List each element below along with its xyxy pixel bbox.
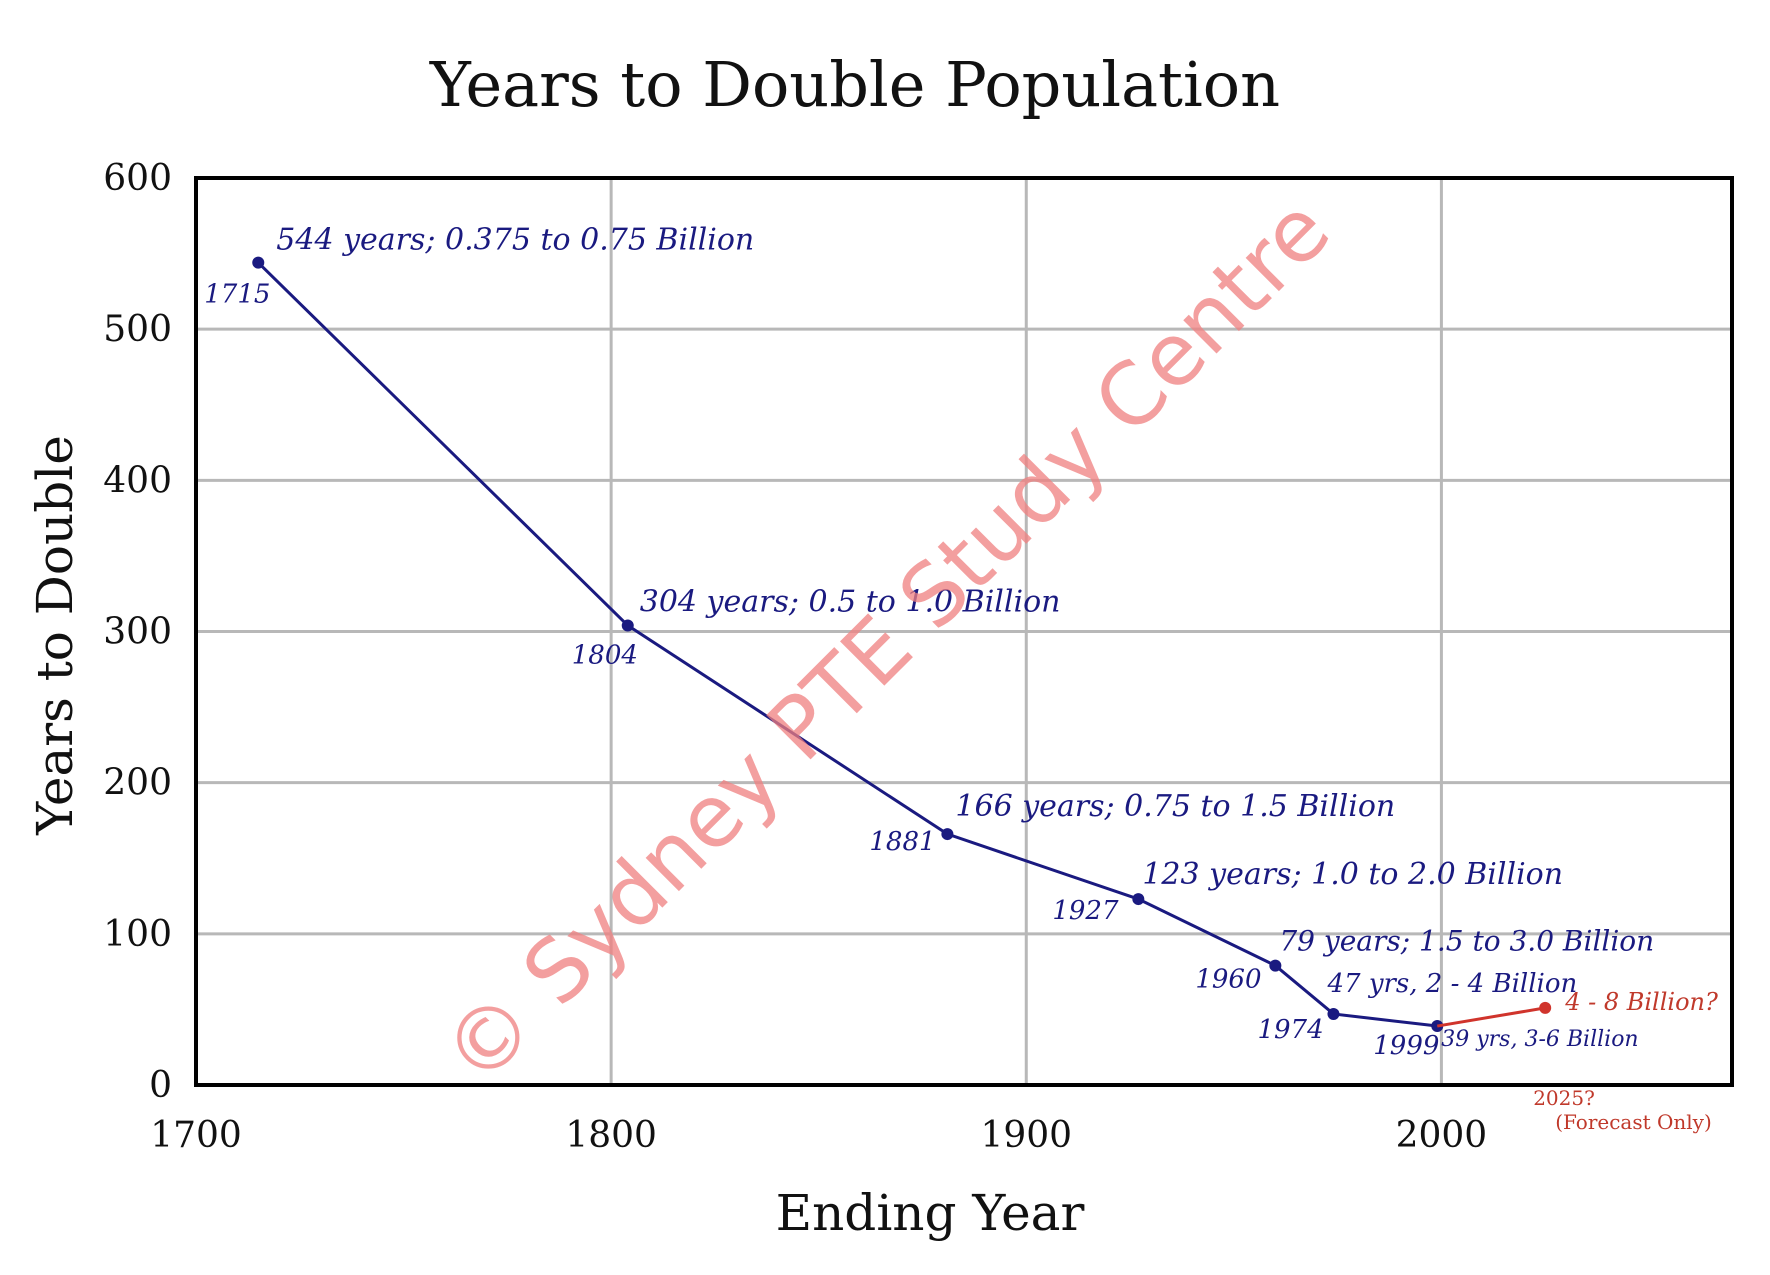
y-tick-label: 200 (103, 763, 172, 804)
tick-labels: 0 100 200 300 400 500 600 1700 1800 1900 2000 (103, 158, 1487, 1156)
series (252, 256, 1552, 1033)
point-year-label: 1960 (1195, 965, 1261, 995)
point-annotation: 39 yrs, 3-6 Billion (1441, 1027, 1638, 1052)
forecast-annotation: 4 - 8 Billion? (1564, 988, 1718, 1016)
point-annotation: 166 years; 0.75 to 1.5 Billion (955, 789, 1395, 824)
point-annotation: 544 years; 0.375 to 0.75 Billion (276, 223, 754, 258)
point-year-label: 1974 (1257, 1015, 1323, 1045)
x-tick-label: 1900 (980, 1115, 1072, 1156)
point-annotation: 123 years; 1.0 to 2.0 Billion (1142, 857, 1563, 892)
plot-frame (194, 176, 1734, 1087)
data-point (252, 256, 265, 269)
y-tick-label: 500 (103, 309, 172, 350)
y-axis-label: Years to Double (26, 435, 84, 836)
y-tick-label: 300 (103, 612, 172, 653)
data-point (1132, 893, 1145, 906)
chart-title: Years to Double Population (429, 48, 1280, 121)
x-tick-label: 1800 (565, 1115, 657, 1156)
y-tick-label: 400 (103, 460, 172, 501)
data-point (1539, 1001, 1552, 1014)
point-year-label: 1999 (1373, 1031, 1439, 1061)
point-annotation: 47 yrs, 2 - 4 Billion (1326, 969, 1577, 999)
point-year-label: 1881 (869, 827, 935, 857)
point-year-label: 1804 (572, 640, 638, 670)
data-point (941, 828, 954, 841)
point-year-label: 1715 (204, 280, 270, 310)
x-axis-label: Ending Year (776, 1184, 1085, 1242)
series-line-1 (1437, 1006, 1546, 1028)
forecast-year-label: 2025? (1533, 1086, 1595, 1110)
y-tick-label: 600 (103, 158, 172, 199)
data-point (1327, 1007, 1340, 1020)
point-annotation: 304 years; 0.5 to 1.0 Billion (640, 584, 1061, 619)
data-point (621, 619, 634, 632)
y-tick-label: 0 (149, 1065, 172, 1106)
x-tick-label: 1700 (150, 1115, 242, 1156)
y-tick-label: 100 (103, 914, 172, 955)
x-tick-label: 2000 (1396, 1115, 1488, 1156)
forecast-footnote: (Forecast Only) (1555, 1110, 1712, 1134)
point-year-label: 1927 (1052, 896, 1119, 926)
data-point (1269, 959, 1282, 972)
point-annotation: 79 years; 1.5 to 3.0 Billion (1279, 925, 1654, 958)
